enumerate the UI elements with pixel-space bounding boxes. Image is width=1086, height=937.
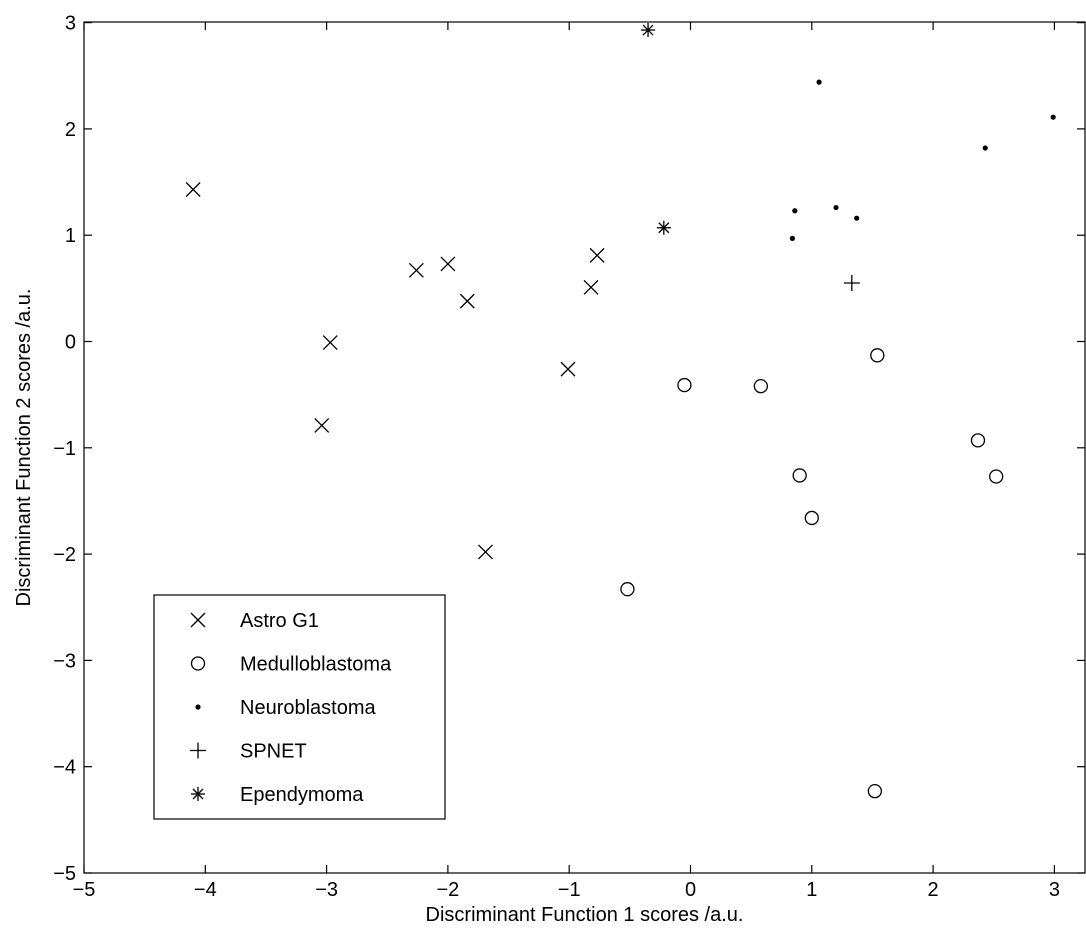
- legend-marker-astro-g1: [190, 612, 206, 628]
- point-medulloblastoma: [867, 783, 883, 799]
- legend-marker-medulloblastoma: [190, 656, 206, 671]
- point-neuroblastoma: [789, 235, 795, 241]
- point-astro-g1: [589, 247, 605, 263]
- point-ependymoma: [641, 23, 656, 38]
- x-tick-label: −5: [73, 879, 96, 901]
- x-tick-label: −1: [558, 879, 581, 901]
- point-spnet: [843, 275, 860, 292]
- y-tick-label: 3: [65, 13, 76, 35]
- point-astro-g1: [440, 256, 456, 272]
- x-tick-label: −3: [315, 879, 338, 901]
- legend-label-ependymoma: Ependymoma: [240, 784, 364, 806]
- x-axis-label: Discriminant Function 1 scores /a.u.: [426, 904, 744, 926]
- y-tick-label: 1: [65, 225, 76, 247]
- legend-marker-neuroblastoma: [195, 704, 201, 710]
- x-tick-label: 2: [928, 879, 939, 901]
- point-astro-g1: [322, 335, 338, 351]
- legend-label-neuroblastoma: Neuroblastoma: [240, 697, 377, 719]
- y-tick-label: −2: [53, 544, 76, 566]
- legend-label-spnet: SPNET: [240, 741, 307, 763]
- point-astro-g1: [478, 544, 493, 560]
- y-tick-label: −5: [53, 863, 76, 885]
- point-medulloblastoma: [870, 348, 885, 363]
- point-neuroblastoma: [792, 208, 798, 214]
- point-medulloblastoma: [804, 510, 819, 526]
- legend: Astro G1 Medulloblastoma Neuroblastoma SPNE…: [153, 594, 446, 820]
- data-points: [185, 23, 1056, 799]
- point-neuroblastoma: [1050, 114, 1056, 120]
- legend-marker-ependymoma: [191, 787, 205, 801]
- point-medulloblastoma: [989, 469, 1004, 484]
- y-axis-label: Discriminant Function 2 scores /a.u.: [13, 289, 35, 607]
- point-neuroblastoma: [833, 204, 839, 211]
- point-astro-g1: [314, 418, 330, 433]
- legend-marker-spnet: [190, 742, 206, 759]
- y-tick-label: 0: [65, 332, 76, 354]
- point-ependymoma: [656, 220, 671, 235]
- point-astro-g1: [408, 262, 424, 278]
- x-tick-label: 3: [1049, 879, 1060, 901]
- point-astro-g1: [583, 279, 599, 295]
- x-tick-label: 0: [685, 879, 696, 901]
- point-astro-g1: [560, 361, 576, 377]
- y-tick-label: −3: [53, 650, 76, 672]
- axis-ticks: −5 −4 −3 −2 −1 0 1 2 3 −5 −4 −3 −2 −1 0 1 2 3: [53, 13, 1085, 901]
- point-neuroblastoma: [854, 215, 860, 221]
- x-tick-label: 1: [806, 879, 817, 901]
- point-astro-g1: [185, 182, 201, 197]
- point-astro-g1: [459, 293, 475, 309]
- point-medulloblastoma: [620, 582, 635, 597]
- y-tick-label: −1: [53, 438, 76, 460]
- x-tick-label: −2: [436, 879, 459, 901]
- legend-label-medulloblastoma: Medulloblastoma: [240, 654, 392, 676]
- point-medulloblastoma: [753, 378, 769, 394]
- y-tick-label: 2: [65, 119, 76, 141]
- legend-box: [153, 594, 446, 820]
- legend-label-astro-g1: Astro G1: [240, 610, 319, 632]
- point-neuroblastoma: [816, 79, 822, 85]
- point-medulloblastoma: [970, 433, 986, 448]
- point-neuroblastoma: [982, 145, 988, 151]
- y-tick-label: −4: [53, 757, 76, 779]
- x-tick-label: −4: [194, 879, 217, 901]
- point-medulloblastoma: [677, 377, 692, 393]
- point-medulloblastoma: [792, 468, 807, 483]
